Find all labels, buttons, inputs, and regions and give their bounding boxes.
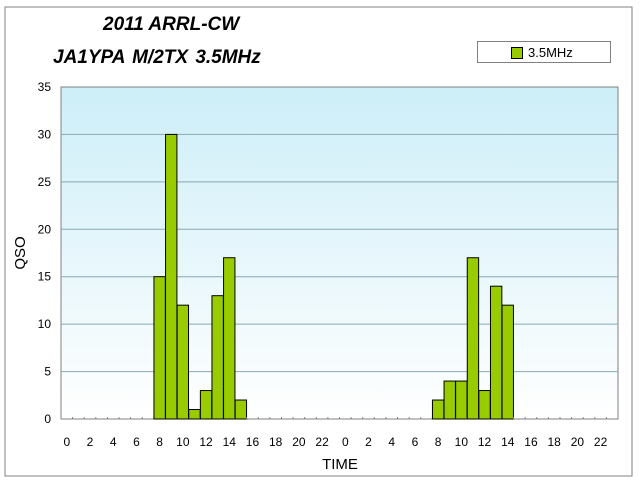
y-tick-label: 35 xyxy=(38,80,52,94)
plot-area xyxy=(60,86,619,420)
bar xyxy=(501,304,514,420)
bar xyxy=(199,390,213,420)
x-tick-label: 20 xyxy=(292,435,306,449)
x-tick-label: 14 xyxy=(501,435,515,449)
chart-subtitle: JA1YPA M/2TX 3.5MHz xyxy=(53,47,261,68)
bar xyxy=(431,399,445,420)
x-tick-label: 4 xyxy=(110,435,117,449)
bar xyxy=(478,390,491,420)
bar xyxy=(223,257,236,420)
bar xyxy=(188,409,201,420)
y-tick-label: 30 xyxy=(38,127,52,141)
x-tick-label: 6 xyxy=(133,435,140,449)
y-tick-label: 25 xyxy=(38,175,52,189)
x-tick-label: 14 xyxy=(223,435,237,449)
x-tick-label: 0 xyxy=(342,435,349,449)
x-tick-label: 8 xyxy=(435,435,442,449)
legend-label: 3.5MHz xyxy=(528,45,573,60)
x-tick-label: 12 xyxy=(478,435,492,449)
x-tick-label: 18 xyxy=(269,435,283,449)
y-tick-label: 0 xyxy=(44,412,51,426)
x-tick-label: 0 xyxy=(63,435,70,449)
y-tick-label: 10 xyxy=(38,317,52,331)
bar xyxy=(489,285,503,420)
bar xyxy=(455,380,468,420)
x-tick-label: 22 xyxy=(315,435,329,449)
y-tick-label: 15 xyxy=(38,270,52,284)
y-tick-labels: 0 5 10 15 20 25 30 35 xyxy=(38,80,52,426)
bar xyxy=(176,304,190,420)
x-tick-label: 16 xyxy=(524,435,538,449)
x-tick-label: 2 xyxy=(365,435,372,449)
x-tick-label: 6 xyxy=(412,435,419,449)
x-tick-label: 22 xyxy=(594,435,608,449)
chart-title: 2011 ARRL-CW xyxy=(103,14,240,35)
bar xyxy=(443,380,456,420)
x-tick-label: 18 xyxy=(548,435,562,449)
x-axis-title: TIME xyxy=(322,456,358,473)
x-tick-label: 8 xyxy=(156,435,163,449)
legend: 3.5MHz xyxy=(477,41,611,63)
x-tick-label: 10 xyxy=(176,435,190,449)
x-tick-labels: 0 2 4 6 8 10 12 14 16 18 20 22 0 2 4 6 8 10 12 14 16 18 20 22 xyxy=(63,435,607,449)
bar xyxy=(211,295,224,420)
y-axis-title: QSO xyxy=(12,236,29,269)
bar xyxy=(153,276,166,420)
x-tick-label: 2 xyxy=(87,435,94,449)
bar xyxy=(466,257,480,420)
y-tick-label: 5 xyxy=(44,365,51,379)
y-tick-label: 20 xyxy=(38,222,52,236)
x-tick-label: 10 xyxy=(455,435,469,449)
legend-swatch xyxy=(511,47,523,59)
x-tick-label: 12 xyxy=(199,435,213,449)
x-tick-label: 20 xyxy=(571,435,585,449)
bars xyxy=(60,133,607,420)
bar xyxy=(234,399,248,420)
x-tick-label: 16 xyxy=(246,435,260,449)
x-tick-label: 4 xyxy=(388,435,395,449)
bar xyxy=(165,133,178,420)
